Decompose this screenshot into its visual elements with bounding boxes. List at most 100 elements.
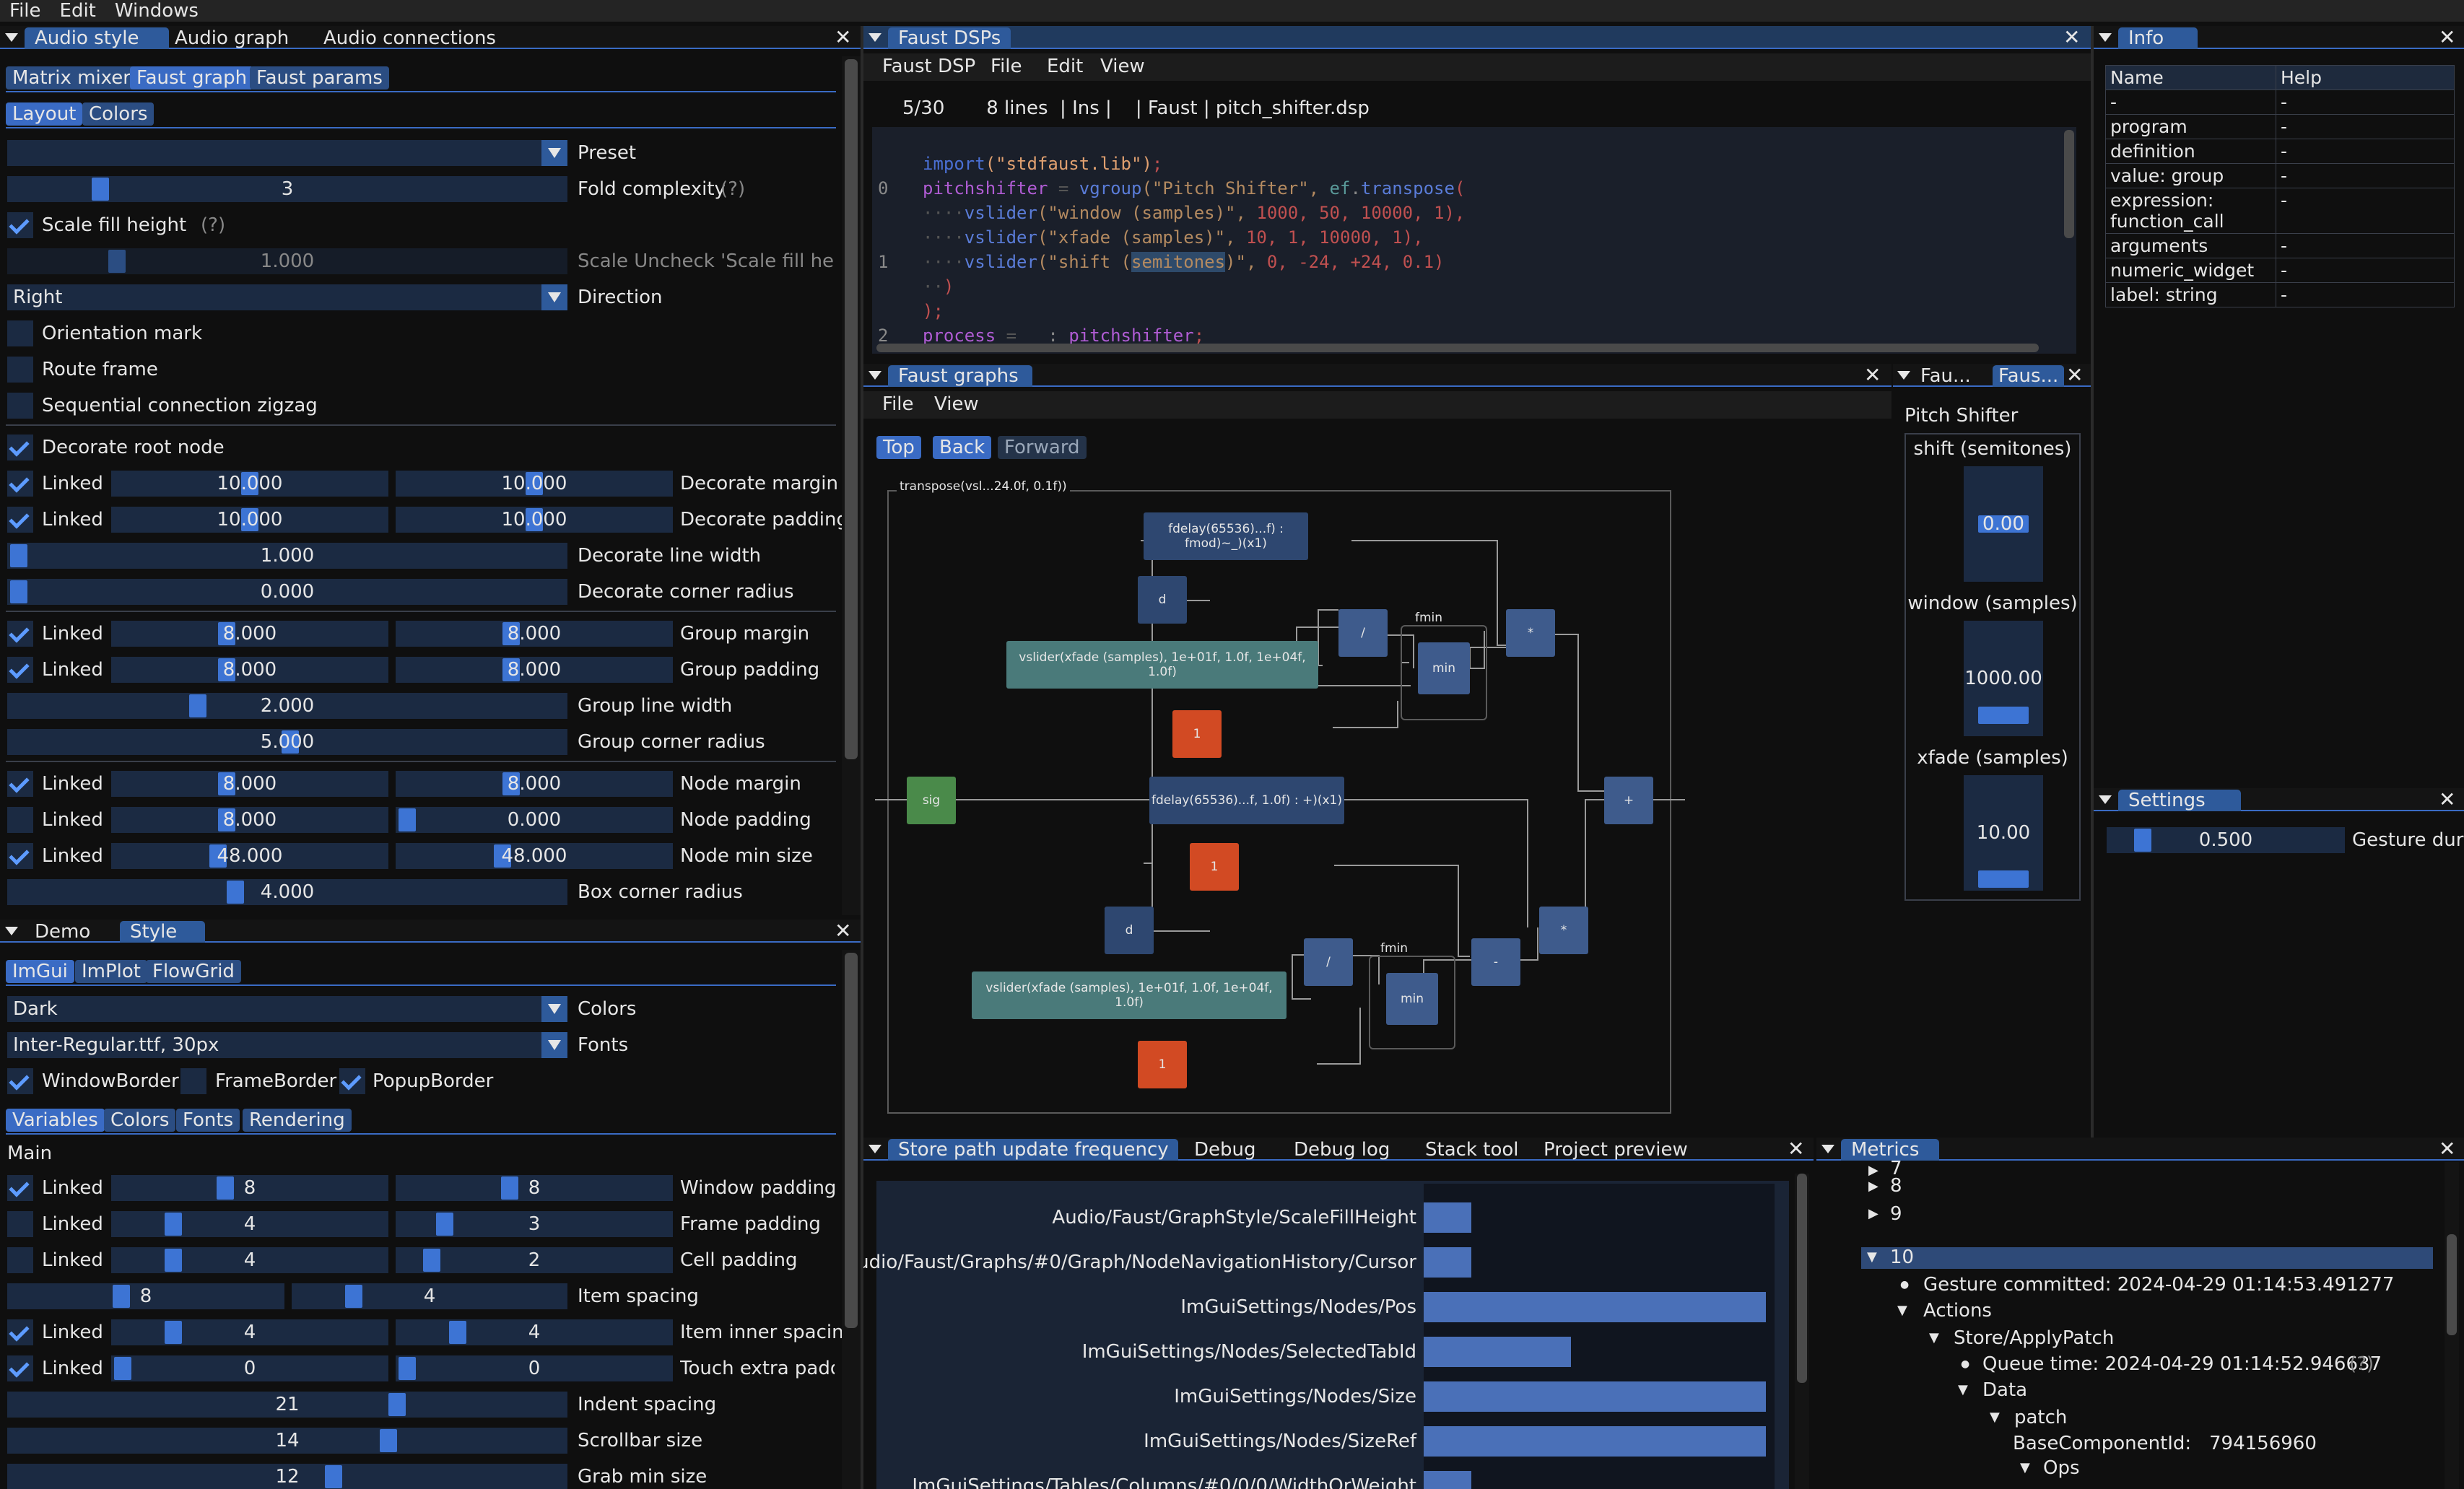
collapse-icon[interactable] (869, 33, 881, 42)
graph-node-vslider[interactable]: vslider(xfade (samples), 1e+01f, 1.0f, 1… (1006, 641, 1318, 689)
collapse-icon[interactable] (2099, 33, 2112, 42)
window-padding-y[interactable]: 8 (396, 1175, 673, 1201)
menu-file[interactable]: File (991, 56, 1022, 77)
close-icon[interactable]: ✕ (1788, 1138, 1805, 1161)
inner-spacing-y[interactable]: 4 (396, 1319, 673, 1345)
scrollbar-size-slider[interactable]: 14 (7, 1428, 567, 1454)
node-min-size-y[interactable]: 48.000 (396, 843, 673, 869)
tab-info[interactable]: Info (2118, 27, 2198, 49)
graph-node-constant[interactable]: 1 (1190, 843, 1239, 891)
collapse-icon[interactable] (5, 927, 18, 935)
menu-faust-dsp[interactable]: Faust DSP (882, 56, 976, 77)
decorate-margin-y[interactable]: 10.000 (396, 471, 673, 497)
subtab-colors[interactable]: Colors (82, 102, 154, 126)
bar[interactable] (1424, 1292, 1766, 1322)
graph-node-fdelay[interactable]: fdelay(65536)...f) : fmod)~_)(x1) (1144, 512, 1308, 560)
editor-hscrollbar[interactable] (876, 344, 2039, 352)
tab-style[interactable]: Style (120, 921, 205, 943)
slider-grab[interactable] (241, 472, 258, 495)
slider-grab[interactable] (526, 472, 543, 495)
slider-grab[interactable] (1978, 707, 2029, 725)
slider-grab[interactable] (227, 881, 244, 904)
node-padding-y[interactable]: 0.000 (396, 807, 673, 833)
collapse-icon[interactable] (1821, 1145, 1834, 1153)
tree-node-10[interactable]: 10 (1890, 1246, 1915, 1268)
linked-checkbox[interactable] (7, 507, 33, 533)
tab-audio-style[interactable]: Audio style (25, 27, 169, 49)
close-icon[interactable]: ✕ (2066, 364, 2084, 387)
slider-grab[interactable] (10, 580, 27, 603)
close-icon[interactable]: ✕ (2439, 26, 2456, 49)
slider-grab[interactable] (217, 1176, 234, 1200)
decorate-corner-radius-slider[interactable]: 0.000 (7, 579, 567, 605)
tree-arrow-right-icon[interactable]: ▶ (1868, 1179, 1879, 1194)
tab-debug-log[interactable]: Debug log (1294, 1139, 1390, 1161)
node-min-size-x[interactable]: 48.000 (111, 843, 388, 869)
decorate-padding-y[interactable]: 10.000 (396, 507, 673, 533)
slider-grab[interactable] (241, 508, 258, 531)
linked-checkbox[interactable] (7, 1175, 33, 1201)
tab-project-preview[interactable]: Project preview (1544, 1139, 1688, 1161)
tree-arrow-down-icon[interactable]: ▼ (1897, 1303, 1907, 1318)
box-corner-radius-slider[interactable]: 4.000 (7, 879, 567, 905)
subtab-variables[interactable]: Variables (6, 1109, 105, 1132)
menu-edit[interactable]: Edit (59, 0, 96, 22)
group-margin-x[interactable]: 8.000 (111, 621, 388, 647)
tree-node-10-selected[interactable] (1861, 1247, 2433, 1269)
collapse-icon[interactable] (5, 33, 18, 42)
scrollbar[interactable] (842, 56, 861, 915)
scrollbar-grab[interactable] (2447, 1234, 2457, 1335)
collapse-icon[interactable] (869, 371, 881, 380)
linked-checkbox[interactable] (7, 471, 33, 497)
collapse-icon[interactable] (1897, 371, 1910, 380)
scale-slider[interactable]: 1.000 (7, 248, 567, 274)
direction-combo[interactable]: Right (7, 284, 567, 310)
menu-edit[interactable]: Edit (1047, 56, 1084, 77)
group-corner-radius-slider[interactable]: 5.000 (7, 729, 567, 755)
tab-debug[interactable]: Debug (1194, 1139, 1256, 1161)
decorate-line-width-slider[interactable]: 1.000 (7, 543, 567, 569)
scrollbar-grab[interactable] (845, 953, 858, 1328)
info-row[interactable]: value: group - (2105, 163, 2455, 188)
nav-forward-button[interactable]: Forward (998, 436, 1087, 459)
slider-grab[interactable] (449, 1321, 466, 1344)
close-icon[interactable]: ✕ (2439, 788, 2456, 811)
subtab-faust-graph[interactable]: Faust graph (130, 66, 254, 89)
linked-checkbox[interactable] (7, 1247, 33, 1273)
group-padding-x[interactable]: 8.000 (111, 657, 388, 683)
tree-node-8[interactable]: 8 (1890, 1175, 1902, 1197)
tab-audio-graph[interactable]: Audio graph (175, 27, 290, 49)
slider-grab[interactable] (526, 508, 543, 531)
slider-grab[interactable] (388, 1393, 406, 1416)
subtab-layout[interactable]: Layout (6, 102, 83, 126)
menu-file[interactable]: File (882, 393, 914, 415)
bar[interactable] (1424, 1337, 1571, 1367)
scrollbar[interactable] (842, 950, 861, 1489)
colors-combo[interactable]: Dark (7, 996, 567, 1022)
decorate-padding-x[interactable]: 10.000 (111, 507, 388, 533)
editor-vscrollbar[interactable] (2062, 127, 2076, 354)
tab-faust-params[interactable]: Faus... (1993, 365, 2065, 387)
bar[interactable] (1424, 1202, 1472, 1233)
close-icon[interactable]: ✕ (835, 26, 852, 49)
help-marker[interactable]: (?) (721, 178, 746, 200)
graph-node-add[interactable]: + (1604, 777, 1653, 824)
graph-node-sig[interactable]: sig (907, 777, 956, 824)
graph-node-constant[interactable]: 1 (1172, 710, 1222, 758)
bar[interactable] (1424, 1247, 1472, 1278)
tree-node-ops[interactable]: Ops (2043, 1457, 2080, 1479)
param-vslider[interactable]: 10.00 (1964, 775, 2043, 891)
linked-checkbox[interactable] (7, 621, 33, 647)
node-margin-y[interactable]: 8.000 (396, 771, 673, 797)
collapse-icon[interactable] (2099, 795, 2112, 804)
slider-grab[interactable] (399, 1357, 416, 1380)
menu-view[interactable]: View (1100, 56, 1145, 77)
touch-padding-y[interactable]: 0 (396, 1355, 673, 1381)
group-line-width-slider[interactable]: 2.000 (7, 693, 567, 719)
slider-grab[interactable] (423, 1249, 440, 1272)
frame-padding-y[interactable]: 3 (396, 1211, 673, 1237)
linked-checkbox[interactable] (7, 771, 33, 797)
tab-faust-logs[interactable]: Fau... (1920, 365, 1971, 387)
zigzag-checkbox[interactable] (7, 393, 33, 419)
help-marker[interactable]: (?) (201, 214, 226, 236)
